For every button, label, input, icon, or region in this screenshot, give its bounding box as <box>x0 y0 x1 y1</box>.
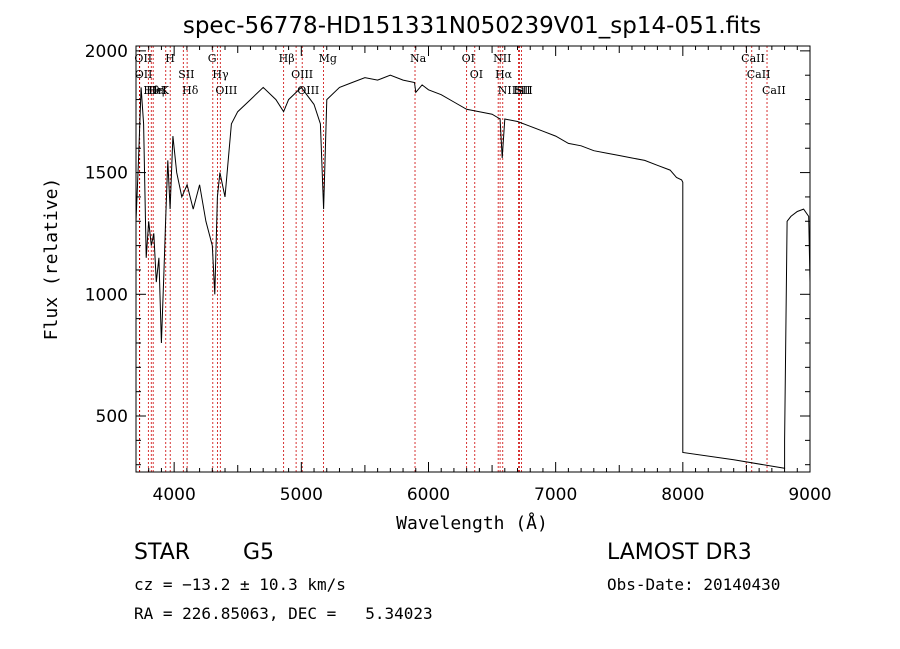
y-tick-label-3: 2000 <box>85 42 128 62</box>
spectral-line-label-23: SII <box>515 84 531 97</box>
spectral-line-label-15: Mg <box>319 52 337 65</box>
spectral-line-label-7: SII <box>178 68 194 81</box>
spectral-line-label-19: Hα <box>495 68 513 81</box>
spectral-line-label-18: OI <box>470 68 483 81</box>
x-tick-label-0: 4000 <box>153 485 196 505</box>
spectral-line-label-13: OIII <box>291 68 313 81</box>
spectral-line-label-0: Hθ <box>143 84 160 97</box>
spectral-line-label-12: Hβ <box>279 52 295 65</box>
x-tick-label-2: 6000 <box>407 485 450 505</box>
spectral-line-label-3: HeI <box>146 84 166 97</box>
flux-series <box>135 74 811 469</box>
redshift-cz: cz = −13.2 ± 10.3 km/s <box>134 575 346 594</box>
spectral-line-label-21: NII <box>498 84 516 97</box>
object-class: STAR <box>134 540 191 565</box>
series-line-0 <box>135 74 811 469</box>
spectral-line-label-4: Hη <box>148 84 164 97</box>
x-axis-label: Wavelength (Å) <box>396 512 548 534</box>
x-tick-label-5: 9000 <box>788 485 831 505</box>
spectral-line-label-8: Hδ <box>182 84 199 97</box>
spectral-line-markers <box>139 46 768 472</box>
coordinates: RA = 226.85063, DEC = 5.34023 <box>134 604 433 623</box>
y-tick-label-2: 1500 <box>85 164 128 184</box>
y-axis-ticks: 500 1000 1500 2000 <box>85 42 810 466</box>
spectral-line-label-5: K <box>161 84 170 97</box>
spectral-line-label-11: G <box>208 52 217 65</box>
object-subclass: G5 <box>243 540 275 565</box>
spectral-line-label-14: OIII <box>297 84 319 97</box>
x-tick-label-1: 5000 <box>280 485 323 505</box>
spectral-line-label-6: H <box>165 52 175 65</box>
x-tick-label-4: 8000 <box>661 485 704 505</box>
survey-name: LAMOST DR3 <box>607 540 752 565</box>
observation-date: Obs-Date: 20140430 <box>607 575 781 594</box>
spectral-line-label-2: OII <box>135 68 153 81</box>
spectral-line-label-22: Li <box>514 84 525 97</box>
spectral-line-label-16: Na <box>410 52 427 65</box>
x-axis-ticks: 4000 5000 6000 7000 8000 9000 <box>135 46 832 505</box>
spectral-line-label-20: NII <box>493 52 511 65</box>
chart-title: spec-56778-HD151331N050239V01_sp14-051.f… <box>183 13 761 39</box>
y-tick-label-1: 1000 <box>85 285 128 305</box>
spectral-line-label-27: CaII <box>762 84 786 97</box>
plot-frame <box>135 45 811 473</box>
spectral-line-label-9: OIII <box>215 84 237 97</box>
spectral-line-label-10: Hγ <box>212 68 229 81</box>
spectral-line-label-17: OI <box>462 52 475 65</box>
y-axis-label: Flux (relative) <box>41 178 62 341</box>
spectral-line-label-25: CaII <box>741 52 765 65</box>
spectral-line-label-24: SII <box>516 84 532 97</box>
spectral-line-label-1: OII <box>134 52 152 65</box>
spectral-line-label-26: CaII <box>747 68 771 81</box>
x-tick-label-3: 7000 <box>534 485 577 505</box>
y-tick-label-0: 500 <box>96 407 128 427</box>
